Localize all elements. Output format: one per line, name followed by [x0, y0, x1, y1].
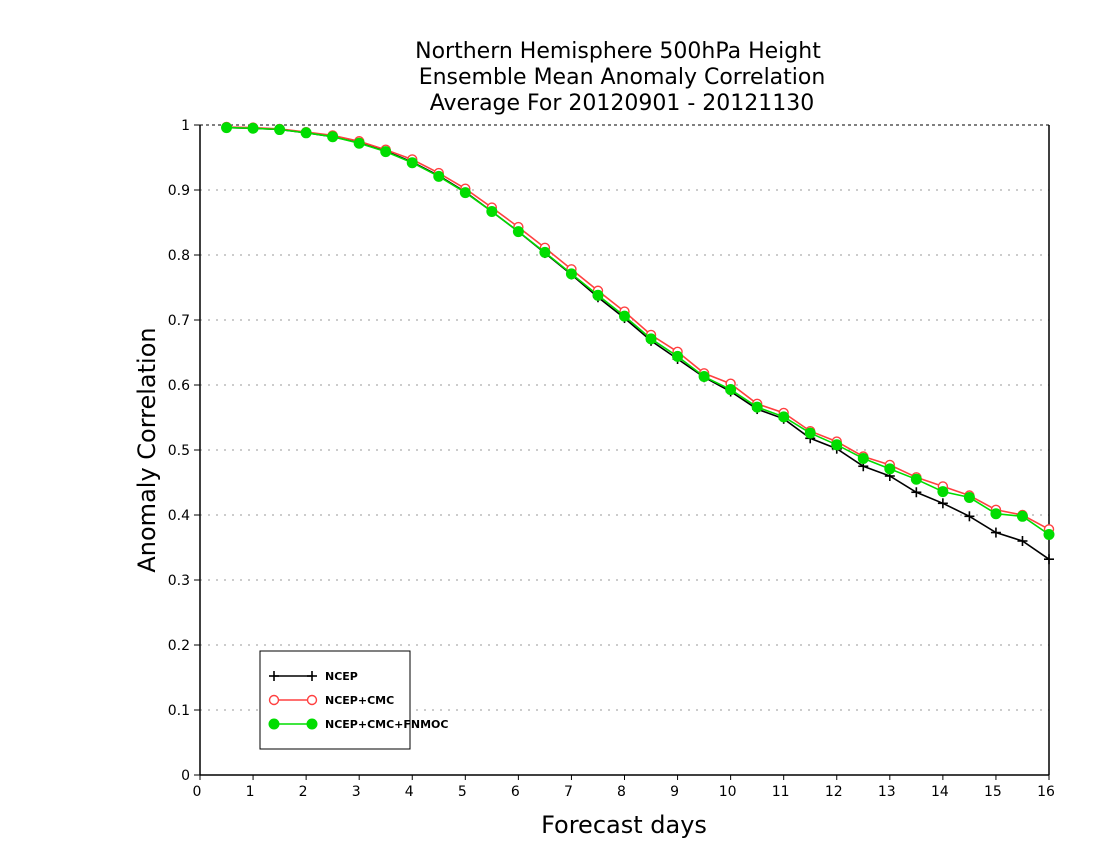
x-tick-label-8: 8 [617, 784, 626, 800]
point-s2-7 [406, 157, 418, 169]
x-tick-label-3: 3 [352, 784, 361, 800]
point-s2-3 [300, 127, 312, 139]
point-s2-22 [804, 427, 816, 439]
point-s2-10 [486, 205, 498, 217]
point-s2-24 [857, 452, 869, 464]
title-line-3: Average For 20120901 - 20121130 [430, 91, 815, 116]
point-s2-18 [698, 371, 710, 383]
point-s2-23 [831, 439, 843, 451]
y-axis-title: Anomaly Correlation [133, 327, 161, 572]
y-tick-label-0: 0 [181, 768, 190, 784]
x-tick-label-2: 2 [299, 784, 308, 800]
point-s2-19 [725, 384, 737, 396]
y-tick-label-8: 0.8 [168, 248, 190, 264]
point-s2-20 [751, 401, 763, 413]
series-line-2 [226, 126, 1050, 536]
legend-label-2: NCEP+CMC+FNMOC [325, 718, 448, 731]
point-s2-1 [247, 122, 259, 134]
y-tick-label-10: 1 [181, 118, 190, 134]
x-tick-label-12: 12 [825, 784, 843, 800]
point-s0-31 [1044, 554, 1054, 565]
legend-item-0: NCEP [269, 670, 358, 683]
point-s2-28 [963, 491, 975, 503]
point-s0-26 [911, 487, 922, 498]
point-s2-26 [910, 473, 922, 485]
point-s2-13 [565, 268, 577, 280]
point-s2-27 [937, 486, 949, 498]
x-tick-label-11: 11 [772, 784, 790, 800]
x-tick-label-9: 9 [670, 784, 679, 800]
point-s2-29 [990, 508, 1002, 520]
point-s2-9 [459, 187, 471, 199]
point-s2-14 [592, 289, 604, 301]
y-tick-label-9: 0.9 [168, 183, 190, 199]
legend: NCEP NCEP+CMC NCEP+CMC+FNMOC [259, 650, 448, 750]
x-tick-label-6: 6 [511, 784, 520, 800]
legend-marker-left-2 [268, 718, 280, 730]
point-s2-17 [672, 350, 684, 362]
legend-marker-left-0 [269, 671, 279, 681]
x-tick-label-10: 10 [719, 784, 737, 800]
x-tick-label-16: 16 [1037, 784, 1055, 800]
point-s2-30 [1016, 510, 1028, 522]
x-tick-label-14: 14 [931, 784, 949, 800]
grid [200, 189, 1049, 711]
point-s2-25 [884, 463, 896, 475]
series-line-0 [226, 126, 1050, 560]
legend-label-1: NCEP+CMC [325, 694, 394, 707]
x-tick-label-7: 7 [564, 784, 573, 800]
point-s2-6 [380, 146, 392, 158]
y-tick-label-5: 0.5 [168, 443, 190, 459]
point-s2-31 [1043, 529, 1055, 540]
series-2 [221, 122, 1055, 540]
series-lines [221, 121, 1055, 565]
legend-marker-right-2 [306, 718, 318, 730]
point-s2-21 [778, 411, 790, 423]
legend-marker-right-1 [306, 694, 318, 706]
x-tick-label-4: 4 [405, 784, 414, 800]
axes: 00.10.20.30.40.50.60.70.80.910 1 2 3 4 5 6 7 8 9 1… [168, 118, 1055, 800]
point-s0-29 [990, 527, 1001, 538]
x-tick-label-0: 0 [193, 784, 202, 800]
chart-title: Northern Hemisphere 500hPa Height Ensemb… [415, 39, 825, 116]
point-s2-11 [512, 226, 524, 238]
title-line-1: Northern Hemisphere 500hPa Height [415, 39, 821, 64]
legend-item-1: NCEP+CMC [268, 694, 394, 707]
point-s0-27 [937, 498, 948, 509]
y-tick-label-1: 0.1 [168, 703, 190, 719]
x-tick-label-15: 15 [984, 784, 1002, 800]
point-s2-15 [619, 310, 630, 322]
legend-marker-right-0 [307, 671, 317, 681]
point-s2-2 [274, 124, 286, 136]
point-s2-4 [327, 131, 339, 143]
point-s2-12 [539, 246, 551, 258]
x-tick-label-1: 1 [246, 784, 255, 800]
point-s2-5 [353, 137, 365, 149]
x-axis-title: Forecast days [541, 811, 707, 839]
legend-item-2: NCEP+CMC+FNMOC [268, 718, 448, 731]
legend-marker-left-1 [268, 694, 280, 706]
x-tick-label-5: 5 [458, 784, 467, 800]
y-tick-label-3: 0.3 [168, 573, 190, 589]
point-s2-8 [433, 170, 445, 182]
point-s2-16 [645, 333, 657, 345]
y-tick-label-6: 0.6 [168, 378, 190, 394]
point-s0-30 [1017, 536, 1028, 546]
point-s0-28 [964, 511, 975, 522]
y-tick-label-7: 0.7 [168, 313, 190, 329]
title-line-2: Ensemble Mean Anomaly Correlation [419, 65, 826, 90]
point-s2-0 [221, 122, 233, 134]
series-0 [221, 122, 1054, 565]
legend-label-0: NCEP [325, 670, 358, 683]
y-tick-label-4: 0.4 [168, 508, 190, 524]
x-tick-label-13: 13 [878, 784, 896, 800]
y-tick-label-2: 0.2 [168, 638, 190, 654]
